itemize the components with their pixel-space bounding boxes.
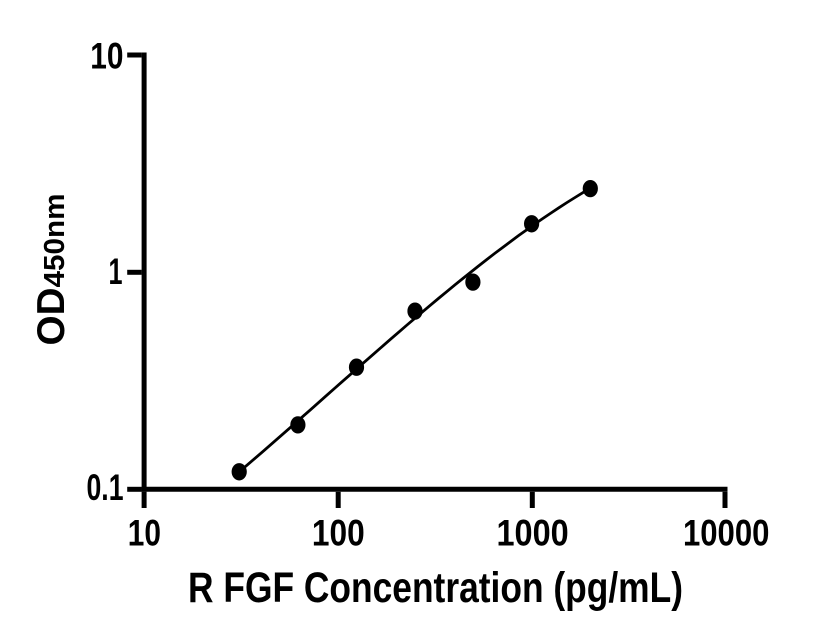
svg-text:10: 10 (90, 36, 123, 77)
svg-text:0.1: 0.1 (87, 467, 124, 508)
svg-text:100: 100 (312, 513, 365, 554)
svg-text:1000: 1000 (497, 513, 569, 554)
svg-text:R FGF Concentration (pg/mL): R FGF Concentration (pg/mL) (188, 565, 683, 612)
svg-text:OD450nm: OD450nm (30, 194, 73, 346)
svg-text:10000: 10000 (683, 513, 770, 554)
svg-text:10: 10 (128, 513, 161, 554)
svg-text:1: 1 (109, 251, 123, 292)
